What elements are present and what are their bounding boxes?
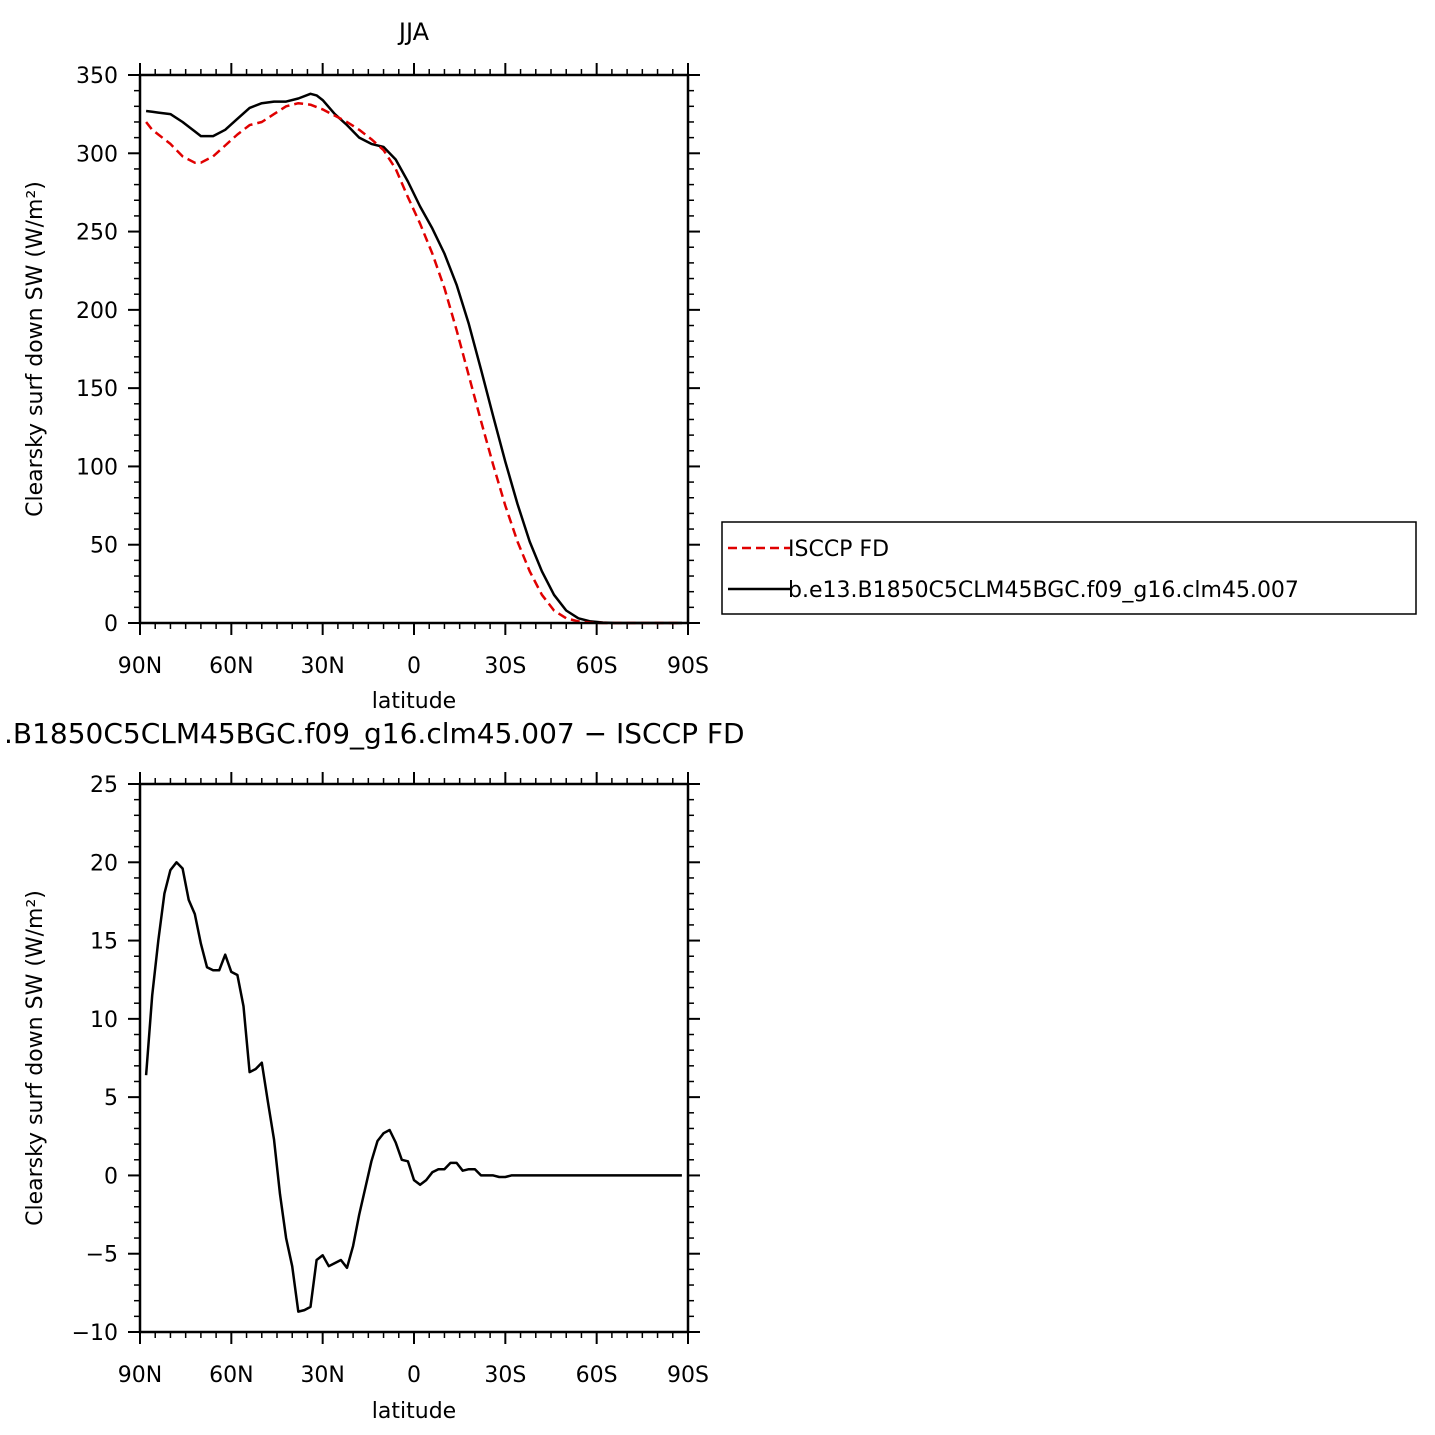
top-y-tick-label: 250	[76, 221, 118, 246]
top-y-tick-label: 100	[76, 455, 118, 480]
top-x-tick-label: 60S	[576, 654, 618, 679]
bottom-title: .B1850C5CLM45BGC.f09_g16.clm45.007 − ISC…	[4, 717, 745, 750]
legend-box	[721, 521, 1417, 615]
bottom-y-tick-label: 25	[90, 773, 118, 798]
bottom-y-tick-label: −5	[86, 1243, 118, 1268]
top-y-tick-labels: 0 50 100 150 200 250 300 350	[76, 64, 118, 637]
bottom-y-tick-label: 5	[104, 1086, 118, 1111]
bottom-y-tick-label: 20	[90, 851, 118, 876]
top-lines	[145, 92, 682, 625]
bottom-y-tick-label: 10	[90, 1008, 118, 1033]
top-y-tick-label: 0	[104, 612, 118, 637]
top-x-axis-label: latitude	[372, 689, 456, 714]
bottom-x-tick-label: 90N	[118, 1363, 162, 1388]
legend: ISCCP FD b.e13.B1850C5CLM45BGC.f09_g16.c…	[721, 521, 1417, 615]
bottom-panel: .B1850C5CLM45BGC.f09_g16.clm45.007 − ISC…	[4, 717, 745, 1424]
bottom-x-tick-label: 90S	[667, 1363, 709, 1388]
top-y-axis-label: Clearsky surf down SW (W/m²)	[23, 181, 48, 517]
top-x-tick-label: 0	[407, 654, 421, 679]
top-y-tick-label: 200	[76, 299, 118, 324]
bottom-plot-frame	[138, 782, 690, 1334]
top-y-tick-label: 50	[90, 534, 118, 559]
bottom-x-tick-label: 0	[407, 1363, 421, 1388]
bottom-y-tick-labels: −10 −5 0 5 10 15 20 25	[72, 773, 118, 1346]
bottom-series-line-0	[144, 861, 682, 1313]
top-y-tick-label: 350	[76, 64, 118, 89]
top-x-tick-label: 60N	[209, 654, 253, 679]
bottom-x-tick-labels: 90N 60N 30N 0 30S 60S 90S	[118, 1363, 709, 1388]
top-title: JJA	[397, 18, 430, 46]
top-ticks	[128, 63, 700, 635]
legend-label-isccp: ISCCP FD	[788, 537, 889, 562]
bottom-y-axis-label: Clearsky surf down SW (W/m²)	[23, 890, 48, 1226]
top-series-line-1	[145, 92, 682, 625]
top-x-tick-labels: 90N 60N 30N 0 30S 60S 90S	[118, 654, 709, 679]
top-x-tick-label: 90S	[667, 654, 709, 679]
top-x-tick-label: 90N	[118, 654, 162, 679]
top-series-line-0	[145, 101, 682, 625]
bottom-ticks	[128, 772, 700, 1344]
top-plot-frame	[138, 73, 690, 625]
bottom-x-tick-label: 30S	[484, 1363, 526, 1388]
top-y-tick-label: 150	[76, 377, 118, 402]
bottom-y-tick-label: −10	[72, 1321, 118, 1346]
top-panel: JJA 90N 60N 30N 0 30S 60S 90S 0 50 100 150 200 250 3…	[23, 18, 709, 714]
top-x-tick-label: 30S	[484, 654, 526, 679]
bottom-y-tick-label: 0	[104, 1164, 118, 1189]
top-x-tick-label: 30N	[300, 654, 344, 679]
bottom-x-tick-label: 60N	[209, 1363, 253, 1388]
bottom-x-axis-label: latitude	[372, 1399, 456, 1424]
bottom-x-tick-label: 30N	[300, 1363, 344, 1388]
bottom-y-tick-label: 15	[90, 930, 118, 955]
bottom-x-tick-label: 60S	[576, 1363, 618, 1388]
legend-label-model: b.e13.B1850C5CLM45BGC.f09_g16.clm45.007	[788, 578, 1299, 603]
bottom-lines	[144, 861, 682, 1313]
top-y-tick-label: 300	[76, 142, 118, 167]
